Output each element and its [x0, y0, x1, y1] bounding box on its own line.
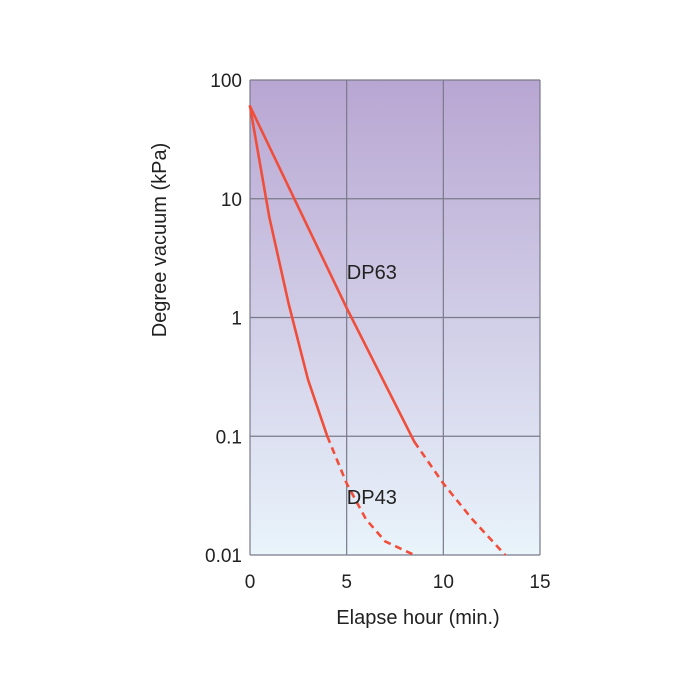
y-tick-label: 0.01 — [205, 546, 242, 567]
x-tick-label: 10 — [433, 572, 454, 593]
series-label-dp43: DP43 — [347, 487, 397, 509]
series-dp43-solid-line — [248, 105, 329, 438]
y-tick-label: 1 — [231, 309, 242, 330]
series-dp63-solid-line — [248, 105, 416, 443]
y-tick-label: 10 — [221, 190, 242, 211]
grid — [249, 79, 541, 556]
y-tick-labels: 100 10 1 0.1 0.01 — [205, 71, 242, 567]
series-labels: DP63 DP43 — [347, 262, 397, 509]
series-label-dp63: DP63 — [347, 262, 397, 284]
x-tick-labels: 0 5 10 15 — [245, 572, 551, 593]
y-tick-label: 0.1 — [216, 427, 242, 448]
x-tick-label: 5 — [341, 572, 352, 593]
y-tick-label: 100 — [210, 71, 242, 92]
series-lines — [248, 105, 507, 557]
series-dp63-dashed-line — [413, 440, 507, 556]
x-axis-label: Elapse hour (min.) — [336, 607, 499, 629]
x-tick-label: 0 — [245, 572, 256, 593]
x-tick-label: 15 — [529, 572, 550, 593]
y-axis-label: Degree vacuum (kPa) — [149, 143, 171, 338]
